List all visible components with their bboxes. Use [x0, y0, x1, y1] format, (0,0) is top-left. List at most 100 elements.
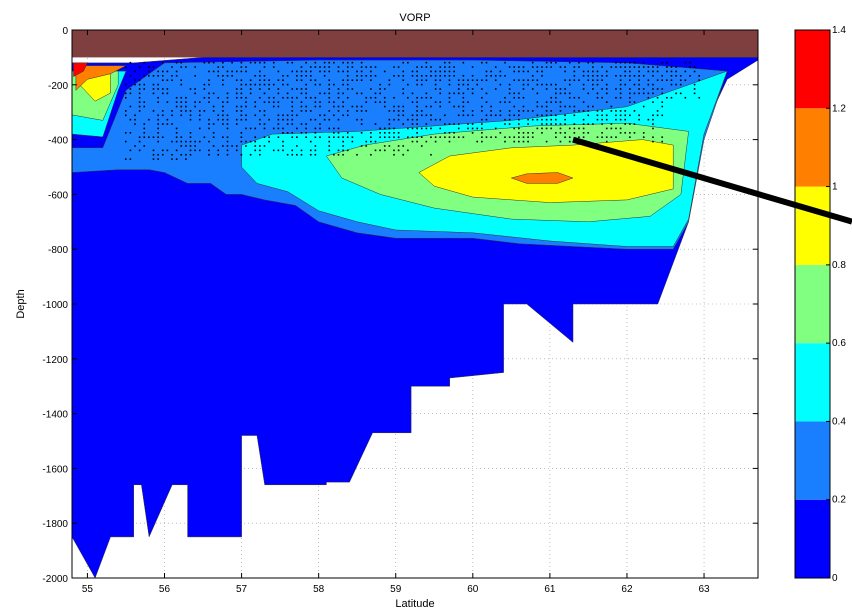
- colorbar-swatch: [795, 264, 830, 344]
- sample-point: [328, 136, 331, 139]
- sample-point: [675, 75, 677, 77]
- sample-point: [226, 149, 229, 152]
- sample-point: [254, 75, 257, 77]
- sample-point: [605, 88, 608, 90]
- sample-point: [337, 153, 340, 156]
- sample-point: [175, 132, 178, 134]
- sample-point: [568, 79, 571, 82]
- sample-point: [314, 96, 317, 99]
- colorbar-tick-label: 0.2: [832, 495, 846, 506]
- sample-point: [157, 140, 159, 143]
- sample-point: [272, 66, 275, 68]
- sample-point: [652, 92, 654, 95]
- sample-point: [471, 123, 474, 125]
- sample-point: [499, 83, 502, 86]
- sample-point: [129, 75, 132, 77]
- sample-point: [527, 140, 529, 143]
- sample-point: [208, 118, 210, 121]
- sample-point: [240, 79, 243, 82]
- sample-point: [411, 140, 414, 143]
- sample-point: [222, 118, 224, 121]
- sample-point: [333, 153, 335, 156]
- sample-point: [212, 145, 215, 147]
- sample-point: [573, 105, 576, 108]
- sample-point: [346, 136, 349, 139]
- sample-point: [346, 132, 349, 134]
- sample-point: [286, 75, 289, 77]
- sample-point: [652, 118, 654, 121]
- sample-point: [652, 140, 654, 143]
- annotation-line: [572, 136, 852, 225]
- sample-point: [319, 114, 321, 117]
- sample-point: [633, 75, 636, 77]
- sample-point: [545, 105, 548, 108]
- sample-point: [652, 114, 654, 117]
- sample-point: [531, 132, 534, 134]
- sample-point: [249, 153, 252, 156]
- sample-point: [124, 96, 127, 99]
- sample-point: [194, 92, 196, 95]
- sample-point: [309, 66, 312, 68]
- sample-point: [666, 96, 668, 99]
- sample-point: [240, 88, 243, 90]
- sample-point: [425, 92, 428, 95]
- sample-point: [291, 149, 294, 152]
- sample-point: [235, 88, 238, 90]
- sample-point: [559, 92, 562, 95]
- sample-point: [397, 105, 400, 108]
- sample-point: [573, 79, 576, 82]
- sample-point: [291, 136, 294, 139]
- sample-point: [379, 101, 381, 103]
- sample-point: [189, 153, 192, 156]
- sample-point: [508, 110, 511, 112]
- sample-point: [189, 132, 192, 134]
- sample-point: [564, 70, 566, 73]
- sample-point: [235, 105, 238, 108]
- sample-point: [328, 70, 331, 73]
- sample-point: [439, 88, 442, 90]
- sample-point: [642, 66, 645, 68]
- sample-point: [208, 96, 210, 99]
- sample-point: [494, 114, 497, 117]
- sample-point: [633, 61, 636, 64]
- sample-point: [272, 105, 275, 108]
- sample-point: [670, 75, 673, 77]
- sample-point: [319, 66, 321, 68]
- sample-point: [536, 66, 539, 68]
- sample-point: [157, 101, 159, 103]
- sample-point: [407, 127, 409, 130]
- sample-point: [360, 70, 363, 73]
- sample-point: [245, 118, 247, 121]
- sample-point: [416, 140, 418, 143]
- sample-point: [582, 75, 585, 77]
- sample-point: [629, 79, 631, 82]
- sample-point: [513, 105, 516, 108]
- sample-point: [578, 96, 580, 99]
- sample-point: [222, 123, 224, 125]
- sample-point: [152, 153, 155, 156]
- sample-point: [259, 118, 261, 121]
- sample-point: [245, 114, 247, 117]
- sample-point: [430, 127, 432, 130]
- sample-point: [157, 88, 159, 90]
- sample-point: [656, 66, 659, 68]
- sample-point: [555, 83, 557, 86]
- sample-point: [152, 149, 155, 152]
- colorbar-tick-label: 0.8: [832, 260, 846, 271]
- sample-point: [656, 79, 659, 82]
- sample-point: [254, 83, 257, 86]
- sample-point: [180, 136, 183, 139]
- sample-point: [559, 127, 562, 130]
- sample-point: [439, 92, 442, 95]
- sample-point: [397, 145, 400, 147]
- sample-point: [462, 114, 465, 117]
- sample-point: [619, 61, 622, 64]
- sample-point: [541, 75, 543, 77]
- sample-point: [138, 110, 141, 112]
- sample-point: [545, 88, 548, 90]
- sample-point: [536, 92, 539, 95]
- sample-point: [425, 96, 428, 99]
- sample-point: [365, 110, 368, 112]
- sample-point: [296, 153, 298, 156]
- sample-point: [314, 136, 317, 139]
